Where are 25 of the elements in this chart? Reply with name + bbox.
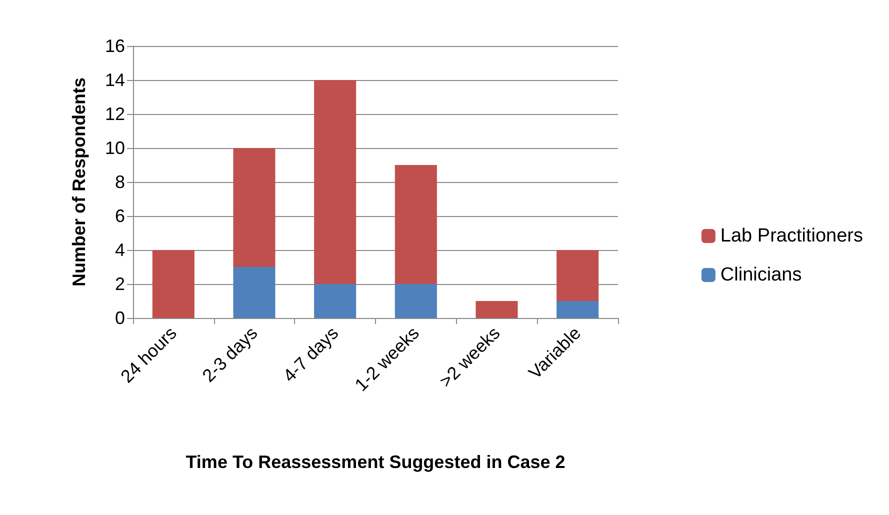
x-tick-label: 4-7 days <box>279 322 342 386</box>
legend-label: Lab Practitioners <box>720 226 864 246</box>
y-tick-label: 10 <box>104 138 125 158</box>
bar <box>314 284 356 318</box>
bar <box>314 80 356 284</box>
bar <box>233 267 276 318</box>
x-axis-title: Time To Reassessment Suggested in Case 2 <box>186 452 566 472</box>
bar <box>394 284 437 318</box>
y-tick-label: 14 <box>104 70 125 90</box>
y-tick-label: 16 <box>104 36 125 56</box>
y-tick-label: 8 <box>114 172 125 192</box>
bar <box>394 165 437 284</box>
x-tick-label: 2-3 days <box>198 322 262 386</box>
y-tick-label: 12 <box>104 104 125 124</box>
y-tick-label: 0 <box>114 308 125 328</box>
y-tick-label: 6 <box>114 206 125 226</box>
legend-label: Clinicians <box>720 264 802 286</box>
y-tick-label: 2 <box>114 274 125 294</box>
y-axis-title: Number of Respondents <box>69 77 89 287</box>
bar <box>152 250 194 318</box>
y-tick-label: 4 <box>114 240 125 260</box>
bar <box>233 148 276 267</box>
bar <box>476 301 518 318</box>
bar <box>556 301 599 318</box>
bar <box>556 250 599 301</box>
